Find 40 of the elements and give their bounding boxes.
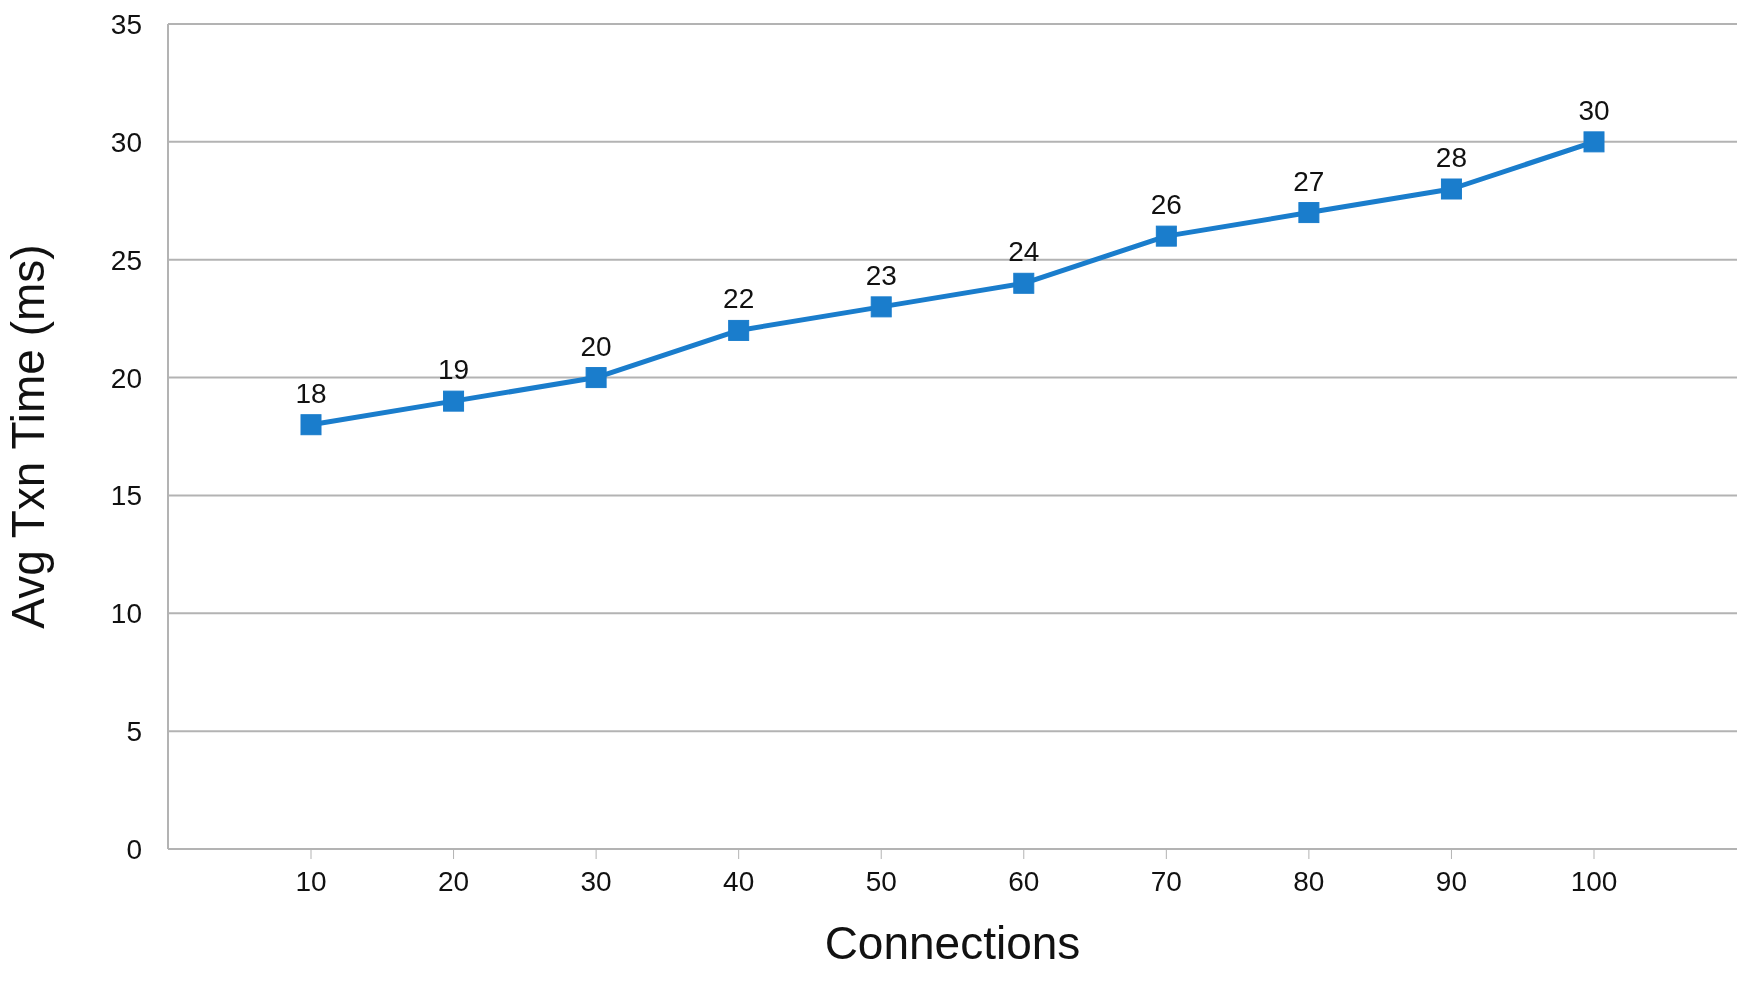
y-tick-label: 0 (126, 833, 142, 865)
point (1583, 131, 1605, 153)
y-tick-label: 30 (110, 126, 142, 158)
y-tick-label: 20 (110, 362, 142, 394)
x-tick-label: 90 (1435, 865, 1468, 897)
data-label: 27 (1293, 165, 1325, 197)
data-label: 19 (437, 354, 470, 386)
x-tick-label: 10 (295, 865, 327, 897)
x-tick-label: 100 (1570, 865, 1618, 897)
data-label: 28 (1435, 142, 1468, 173)
data-label: 30 (1578, 94, 1610, 126)
point (870, 296, 892, 318)
point (1298, 202, 1322, 224)
y-tick-label: 10 (110, 598, 142, 630)
data-label: 24 (1008, 236, 1040, 268)
data-label: 26 (1150, 189, 1182, 221)
x-tick-label: 30 (580, 865, 612, 897)
y-tick-label: 5 (126, 716, 142, 748)
x-tick-label: 80 (1293, 865, 1325, 897)
x-tick-label: 20 (437, 865, 470, 897)
point (728, 319, 750, 341)
x-tick-label: 40 (723, 865, 755, 897)
x-axis-title: Connections (824, 917, 1081, 969)
point (585, 367, 607, 389)
x-tick-label: 60 (1008, 865, 1040, 897)
y-tick-label: 35 (110, 8, 142, 40)
x-tick-label: 50 (865, 865, 897, 897)
point (443, 390, 465, 412)
y-tick-label: 25 (110, 244, 142, 276)
point (1155, 225, 1177, 247)
point (300, 414, 322, 436)
data-label: 22 (723, 283, 755, 315)
point (1440, 178, 1462, 200)
data-label: 20 (580, 330, 612, 362)
x-tick-label: 70 (1150, 865, 1182, 897)
data-label: 23 (865, 259, 897, 291)
point (1013, 272, 1035, 294)
data-label: 18 (295, 377, 327, 409)
y-axis-title: Avg Txn Time (ms) (2, 244, 55, 629)
y-tick-label: 15 (110, 480, 142, 512)
